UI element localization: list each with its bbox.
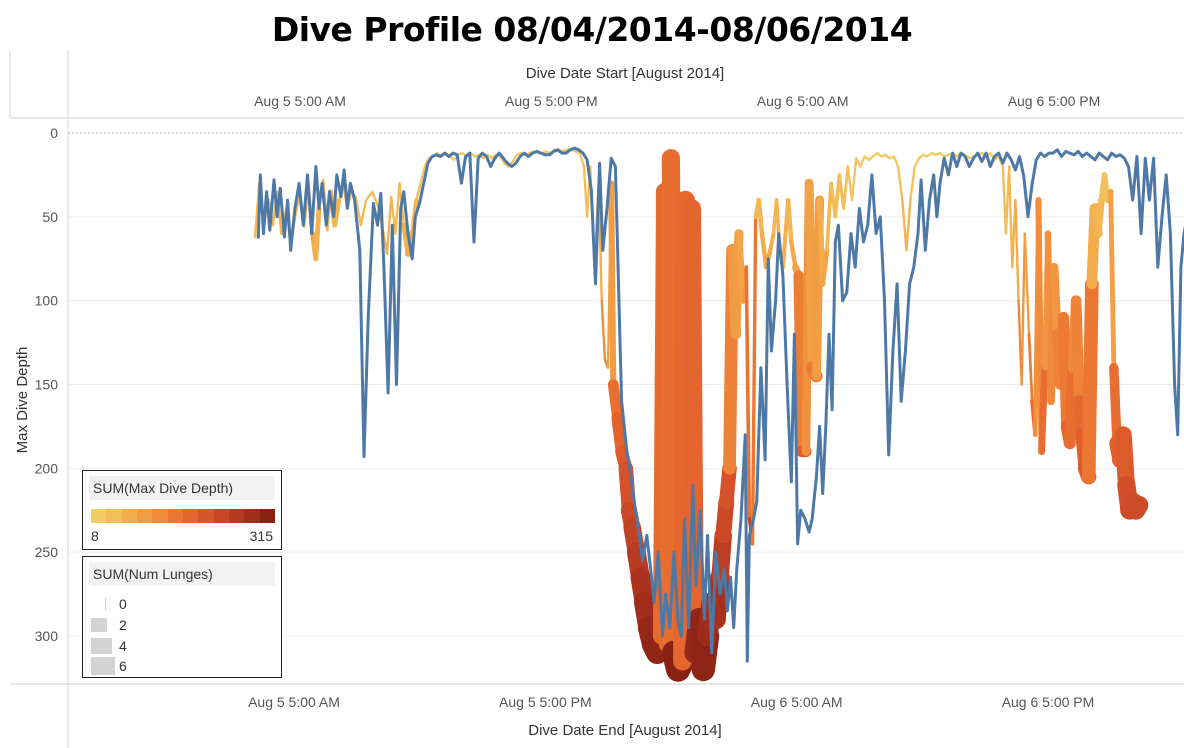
dive-end-segment [820,247,830,287]
y-tick-label: 300 [35,628,59,644]
dive-end-segment [1023,232,1031,336]
dive-end-segment [608,180,617,388]
dive-end-segment [419,165,426,185]
dive-end-segment [905,195,912,252]
size-legend-label: 2 [119,617,127,633]
y-tick-label: 150 [35,377,59,393]
dive-end-segment [682,199,705,662]
dive-end-segment [1126,495,1149,520]
color-legend-swatch [228,509,245,523]
dive-end-segment [901,198,908,252]
color-legend-swatch [167,509,183,523]
dive-end-segment [804,178,817,373]
dive-end-segment [744,265,752,521]
dive-end-segment [390,195,397,235]
dive-end-segment [1094,196,1105,238]
dive-end-segment [789,239,798,270]
color-legend-swatch [198,509,214,523]
bottom-x-tick-label: Aug 6 5:00 PM [1002,694,1095,710]
color-legend-min: 8 [91,528,99,544]
color-legend-swatch [106,509,122,523]
dive-end-segment [842,165,850,210]
color-legend-swatch [152,509,168,523]
y-tick-label: 200 [35,460,59,476]
dive-end-segment [793,270,807,457]
dive-end-segment [1027,332,1034,403]
dive-end-segment [1070,295,1085,407]
dive-end-segment [1108,189,1117,371]
color-legend: SUM(Max Dive Depth) 8 315 [82,470,282,550]
dive-end-segment [892,155,900,168]
y-axis-title: Max Dive Depth [14,347,31,454]
color-legend-swatch [91,509,107,523]
dive-end-segment [313,206,322,262]
dive-end-segment [850,156,858,202]
top-x-tick-label: Aug 5 5:00 AM [254,93,346,109]
dive-end-segment [354,195,363,227]
color-legend-max: 315 [249,528,273,544]
dive-start-line [256,146,1184,663]
dive-end-segment [768,231,776,253]
chart-frame [9,50,1184,748]
size-legend-label: 0 [119,596,127,612]
color-legend-swatch [182,509,199,523]
dive-end-segment [859,155,866,168]
color-legend-title: SUM(Max Dive Depth) [89,476,275,500]
dive-end-segment [332,197,342,228]
bottom-axis-title: Dive Date End [August 2014] [528,722,721,739]
dive-end-segment [896,165,904,202]
size-legend-label: 4 [119,638,127,654]
y-tick-label: 250 [35,544,59,560]
size-legend: SUM(Num Lunges) 0 2 4 6 [82,556,282,678]
color-legend-swatch [121,509,137,523]
dive-end-segment [750,215,758,546]
dive-end-segment [364,190,374,202]
dive-end-segment [359,198,368,227]
size-legend-title: SUM(Num Lunges) [89,562,275,586]
dive-end-segment [846,165,854,202]
top-x-tick-label: Aug 5 5:00 PM [505,93,598,109]
top-axis-title: Dive Date Start [August 2014] [526,65,724,82]
dive-end-segment [855,156,862,168]
size-legend-label: 6 [119,658,127,674]
y-tick-label: 0 [50,125,58,141]
dive-end-segment [394,182,401,235]
dive-end-segment [385,195,393,255]
bottom-x-tick-label: Aug 5 5:00 AM [248,694,340,710]
dive-end-segment [756,197,765,236]
dive-end-segment [1064,361,1079,449]
dive-end-segment [1014,198,1020,302]
bottom-x-tick-label: Aug 6 5:00 AM [751,694,843,710]
bottom-x-tick-label: Aug 5 5:00 PM [499,694,592,710]
dive-end-segment [909,165,917,198]
color-legend-swatch [259,509,275,523]
color-legend-swatch [244,509,260,523]
dive-start-line-marks [256,146,1184,663]
y-tick-label: 50 [42,209,58,225]
dive-end-segment [1038,364,1049,456]
dive-end-segment [371,190,380,210]
chart-title: Dive Profile 08/04/2014-08/06/2014 [271,10,913,49]
dive-end-segment [600,299,607,361]
color-legend-swatch [136,509,153,523]
top-x-tick-label: Aug 6 5:00 AM [757,93,849,109]
dive-end-segment [825,181,833,253]
color-legend-gradient [91,509,275,523]
axis-labels: Dive Date Start [August 2014] Dive Date … [14,65,1100,739]
dive-end-segment [1081,277,1099,484]
color-legend-swatch [213,509,229,523]
dive-end-segment [1007,165,1014,269]
dive-end-segment [415,182,422,202]
dive-end-segment [1049,262,1062,339]
dive-end-segment [1020,232,1026,386]
dive-end-segment [913,156,921,168]
dive-end-band-marks [253,148,1149,682]
dive-end-segment [578,151,586,168]
dive-end-segment [785,197,794,245]
top-x-tick-label: Aug 6 5:00 PM [1008,93,1101,109]
dive-end-segment [511,153,519,163]
y-tick-label: 100 [35,293,59,309]
